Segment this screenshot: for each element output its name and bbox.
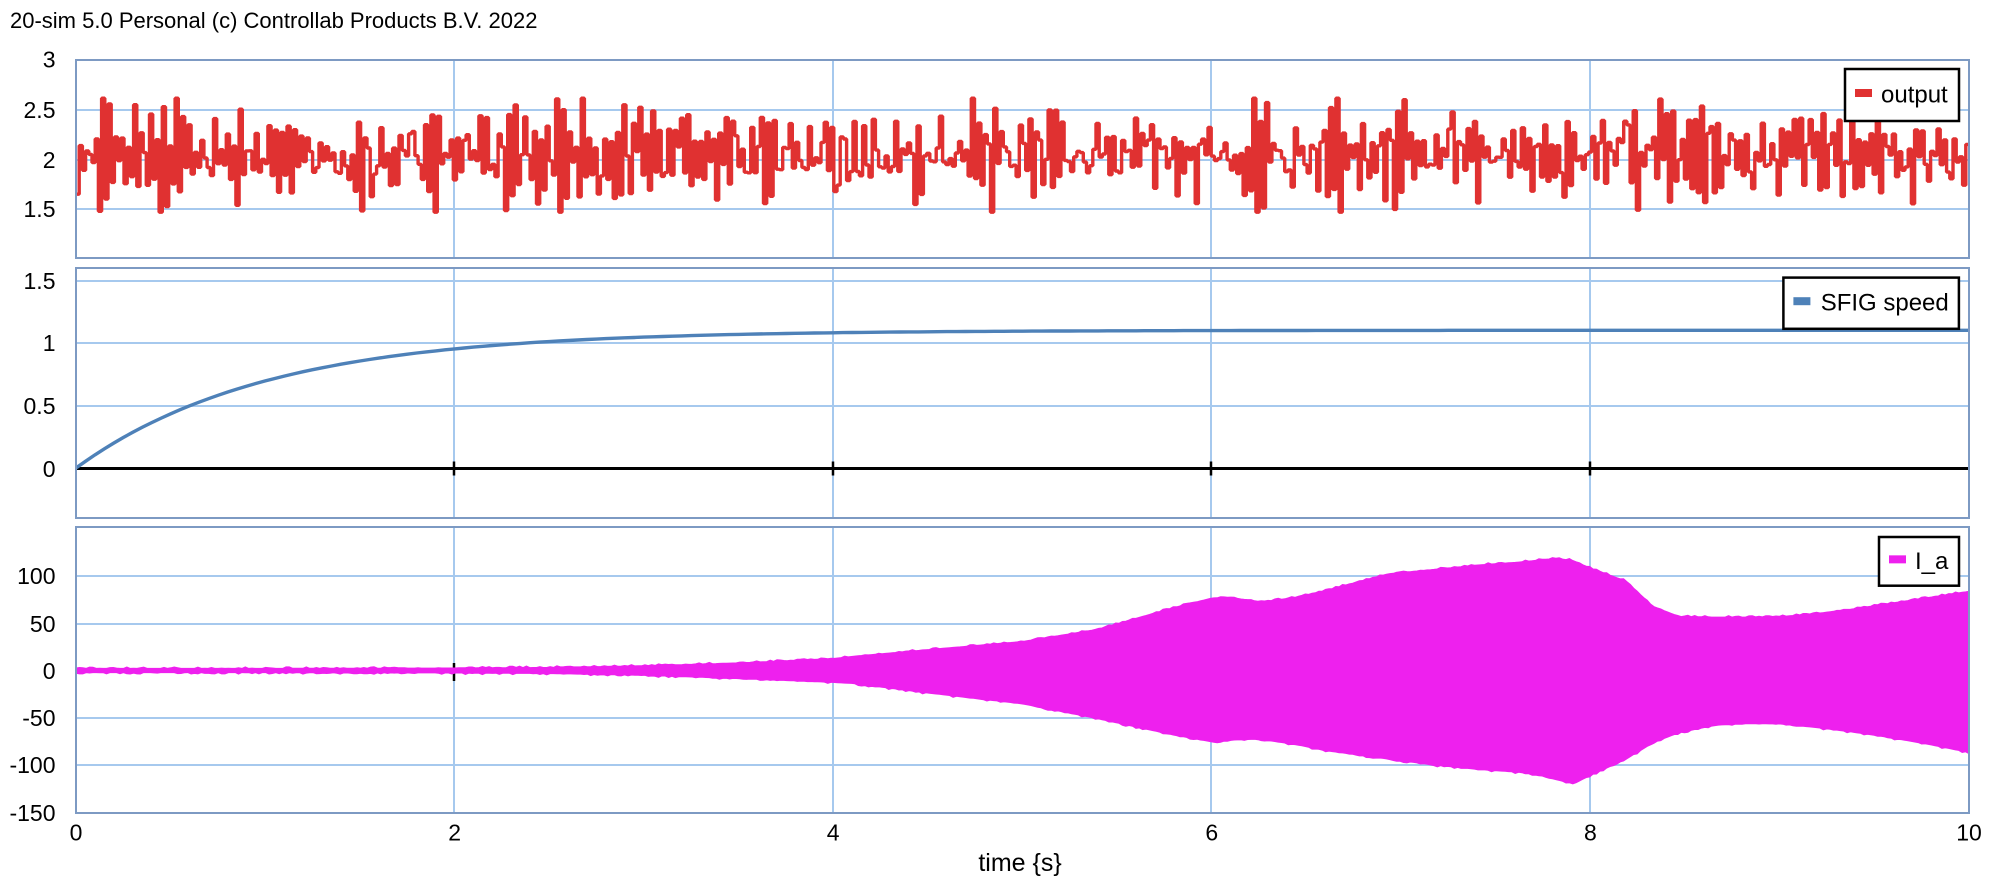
svg-text:3: 3 bbox=[43, 47, 56, 73]
svg-text:6: 6 bbox=[1205, 820, 1218, 846]
svg-text:0: 0 bbox=[43, 658, 56, 684]
svg-text:0: 0 bbox=[43, 456, 56, 482]
svg-text:2: 2 bbox=[43, 147, 56, 173]
svg-text:0: 0 bbox=[70, 820, 83, 846]
svg-text:4: 4 bbox=[827, 820, 840, 846]
svg-text:50: 50 bbox=[30, 611, 56, 637]
svg-text:20-sim 5.0 Personal (c) Contro: 20-sim 5.0 Personal (c) Controllab Produ… bbox=[10, 8, 537, 33]
svg-text:2: 2 bbox=[448, 820, 461, 846]
svg-text:10: 10 bbox=[1956, 820, 1982, 846]
svg-text:-150: -150 bbox=[9, 800, 55, 826]
svg-text:0.5: 0.5 bbox=[24, 393, 56, 419]
svg-text:1: 1 bbox=[43, 330, 56, 356]
svg-text:I_a: I_a bbox=[1915, 548, 1949, 575]
svg-text:2.5: 2.5 bbox=[24, 97, 56, 123]
svg-text:8: 8 bbox=[1584, 820, 1597, 846]
svg-text:output: output bbox=[1881, 82, 1948, 109]
svg-text:1.5: 1.5 bbox=[24, 196, 56, 222]
svg-text:time {s}: time {s} bbox=[978, 849, 1061, 877]
svg-text:-100: -100 bbox=[9, 752, 55, 778]
svg-text:-50: -50 bbox=[22, 705, 55, 731]
svg-text:1.5: 1.5 bbox=[24, 268, 56, 294]
svg-text:SFIG speed: SFIG speed bbox=[1821, 290, 1949, 317]
svg-text:100: 100 bbox=[17, 563, 55, 589]
